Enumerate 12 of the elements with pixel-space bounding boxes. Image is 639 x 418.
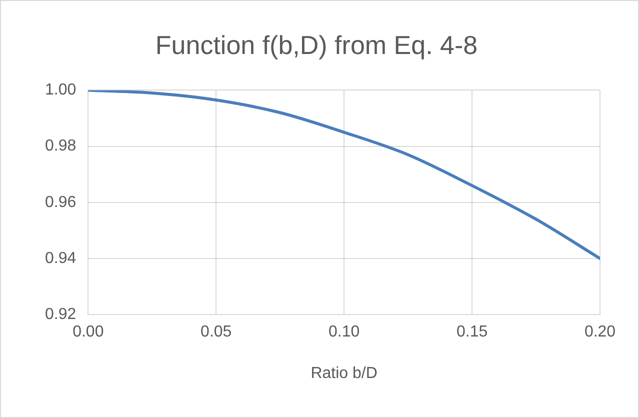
y-tick-label: 0.96 <box>45 194 76 211</box>
x-tick-label: 0.10 <box>328 324 360 341</box>
x-tick-label: 0.00 <box>72 324 104 341</box>
y-tick-label: 1.00 <box>45 82 76 99</box>
chart-title: Function f(b,D) from Eq. 4-8 <box>155 30 478 60</box>
x-axis-title: Ratio b/D <box>310 364 378 382</box>
x-tick-label: 0.20 <box>584 324 616 341</box>
y-tick-label: 0.92 <box>45 306 76 324</box>
y-tick-label: 0.94 <box>45 250 76 267</box>
x-tick-label: 0.05 <box>200 324 232 341</box>
y-tick-label: 0.98 <box>45 138 76 155</box>
x-tick-label: 0.15 <box>456 324 488 341</box>
